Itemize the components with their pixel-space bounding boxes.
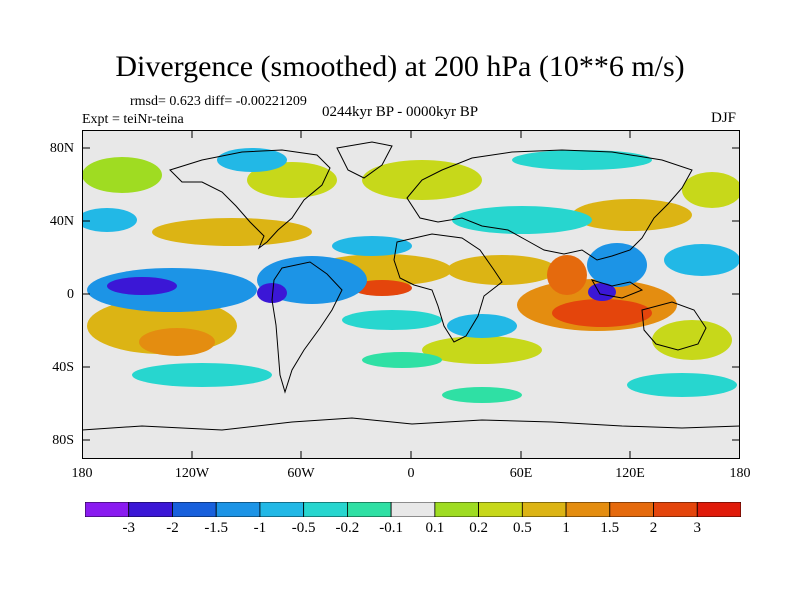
colorbar-level-label: 2 [649,520,658,536]
field-blob [664,244,740,276]
field-blob [342,310,442,330]
field-blob [587,243,647,287]
field-blob [442,387,522,403]
coastline-north-america [169,149,331,250]
field-blob [512,150,652,170]
period-label: 0244kyr BP - 0000kyr BP [322,104,479,120]
colorbar-swatch [303,502,348,517]
colorbar-level-label: -0.2 [335,520,360,536]
divergence-map [82,130,740,459]
lon-label-180w: 180 [71,466,93,481]
colorbar [85,502,741,517]
coastlines [82,141,740,431]
field-blob [362,352,442,368]
colorbar-level-label: -1 [253,520,267,536]
colorbar-swatch [346,502,392,517]
colorbar-swatch [434,502,480,517]
lat-label-0: 0 [67,287,74,302]
field-blob [139,328,215,356]
colorbar-level-label: -0.5 [291,520,316,536]
lon-label-120w: 120W [174,466,210,481]
field-blob [447,314,517,338]
colorbar-swatch [521,502,567,517]
coastline-australia [641,301,707,351]
field-blob [332,236,412,256]
field-blob [352,280,412,296]
colorbar-level-label: -2 [166,520,179,536]
colorbar-level-label: -1.5 [204,520,229,536]
stats-label: rmsd= 0.623 diff= -0.00221209 [130,94,307,109]
coastline-maritime-continent [590,279,644,299]
season-label: DJF [711,110,737,126]
field-blob [572,199,692,231]
field-blob [652,320,732,360]
field-blob [422,336,542,364]
field-blob [447,255,557,285]
colorbar-swatch [172,502,217,517]
colorbar-swatch [390,502,436,517]
colorbar-swatch [128,502,173,517]
lat-label-80s: 80S [52,433,74,448]
lon-label-60w: 60W [287,466,315,481]
coastline-greenland [336,141,393,179]
field-blob [588,283,616,301]
lon-label-180e: 180 [729,466,751,481]
field-blob [132,363,272,387]
lat-label-40s: 40S [52,360,74,375]
colorbar-swatch [259,502,305,517]
lat-label-40n: 40N [49,214,74,229]
coastline-south-america [271,261,343,394]
map-ticks [82,130,740,459]
coastline-eurasia [406,149,693,261]
colorbar-level-label: 1 [562,520,570,536]
map-title: Divergence (smoothed) at 200 hPa (10**6 … [115,50,685,83]
field-blob [247,162,337,198]
field-blob [547,255,587,295]
experiment-label: Expt = teiNr-teina [82,112,184,127]
colorbar-swatch [215,502,261,517]
field-blob [257,283,287,303]
colorbar-level-label: -3 [122,520,135,536]
field-blob [627,373,737,397]
lat-label-80n: 80N [49,141,74,156]
field-blob [82,157,162,193]
field-blob [82,208,137,232]
colorbar-level-label: 3 [693,520,702,536]
colorbar-swatch [653,502,698,517]
colorbar-level-label: 1.5 [600,520,620,536]
colorbar-level-label: 0.2 [469,520,488,536]
coastline-africa [393,233,503,343]
colorbar-swatch [565,502,611,517]
colorbar-swatch [696,502,741,517]
colorbar-level-label: 0.5 [512,520,532,536]
colorbar-level-label: 0.1 [425,520,445,536]
colorbar-swatch [609,502,654,517]
field-blob [152,218,312,246]
field-blob [452,206,592,234]
coastline-antarctica [82,417,740,431]
lon-label-60e: 60E [509,466,533,481]
lon-label-0: 0 [407,466,415,481]
field-blob [552,299,652,327]
colorbar-swatch [85,502,130,517]
colorbar-level-label: -0.1 [379,520,403,536]
field-blob [107,277,177,295]
colorbar-swatch [478,502,523,517]
lon-label-120e: 120E [615,466,645,481]
field-blob [682,172,740,208]
